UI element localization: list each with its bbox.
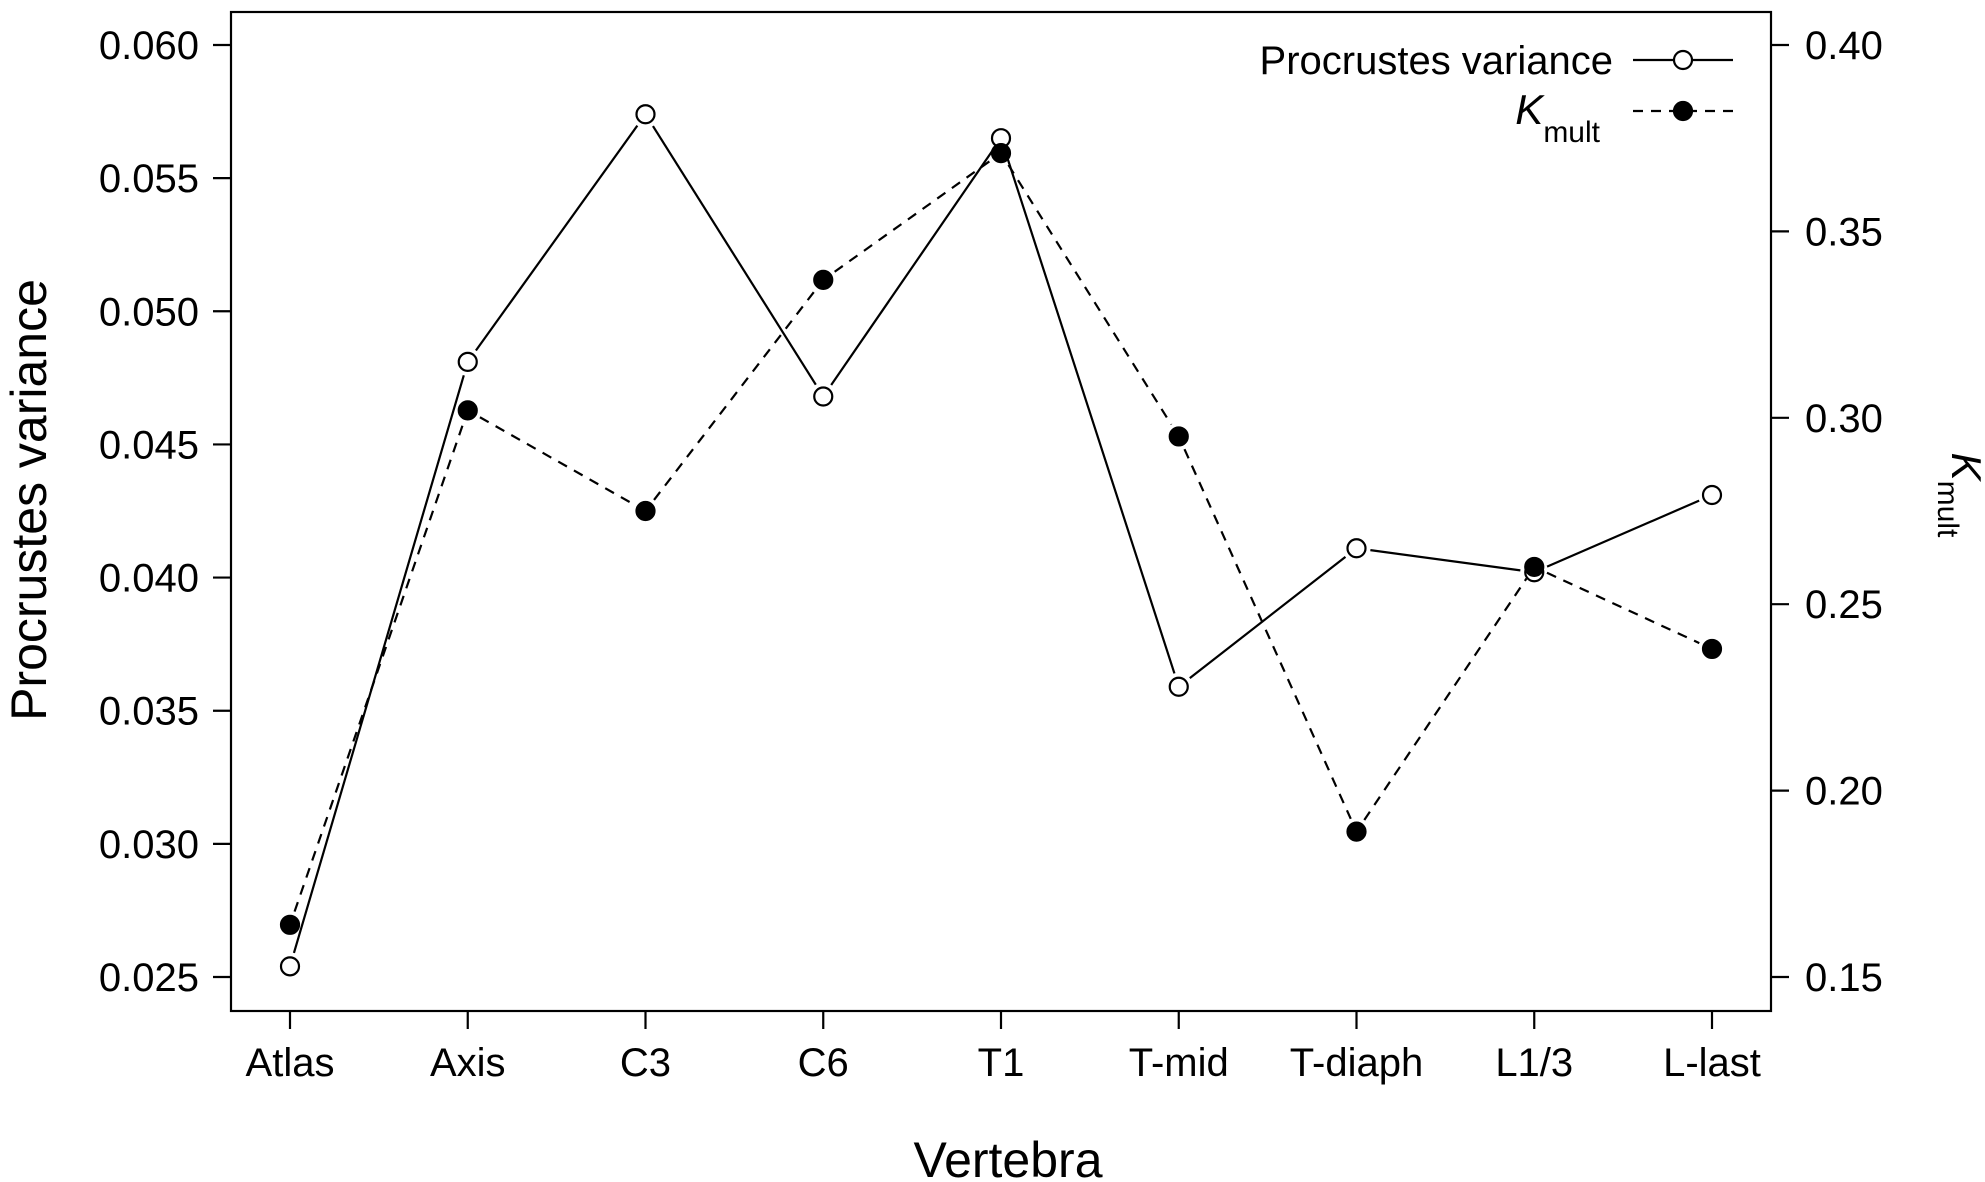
series-segment xyxy=(1363,577,1528,821)
right-y-tick-label: 0.40 xyxy=(1805,24,1883,68)
x-tick-label: C3 xyxy=(620,1041,671,1085)
data-point xyxy=(635,500,656,522)
series-segment xyxy=(1007,164,1173,426)
legend-label-kmult: Kmult xyxy=(1515,86,1600,149)
series-segment xyxy=(1183,448,1352,820)
data-point xyxy=(457,351,478,372)
series-segment xyxy=(1546,499,1700,568)
left-y-tick-label: 0.040 xyxy=(99,557,199,601)
legend: Procrustes variance Kmult xyxy=(1260,39,1733,149)
left-y-tick-label: 0.045 xyxy=(99,423,199,467)
right-y-axis-title-base: K xyxy=(1943,453,1985,483)
series-segment xyxy=(830,149,994,386)
series-segment xyxy=(1004,151,1176,674)
x-axis: Atlas Axis C3 C6 T1 T-mid T-diaph L1/3 L-last xyxy=(246,1011,1761,1085)
x-tick-label: T-diaph xyxy=(1290,1041,1423,1085)
data-point xyxy=(1701,638,1723,660)
legend-label-kmult-sub: mult xyxy=(1543,116,1600,149)
x-tick-label: C6 xyxy=(798,1041,849,1085)
left-y-axis-title: Procrustes variance xyxy=(1,279,57,721)
legend-marker-procrustes xyxy=(1672,49,1694,71)
series-layer xyxy=(279,104,1723,977)
data-point xyxy=(279,914,301,935)
right-y-axis: 0.15 0.20 0.25 0.30 0.35 0.40 xyxy=(1771,24,1883,1000)
x-tick-label: T-mid xyxy=(1129,1041,1229,1085)
data-point xyxy=(1346,821,1367,842)
left-y-tick-label: 0.055 xyxy=(99,157,199,201)
left-y-tick-label: 0.030 xyxy=(99,823,199,867)
series-segment xyxy=(653,290,816,501)
legend-label-procrustes: Procrustes variance xyxy=(1260,39,1613,83)
series-segment xyxy=(1370,549,1521,572)
data-point xyxy=(279,956,301,977)
x-axis-title: Vertebra xyxy=(913,1132,1102,1182)
series-segment xyxy=(293,423,465,912)
data-point xyxy=(1524,556,1545,578)
right-y-tick-label: 0.25 xyxy=(1805,583,1883,627)
data-point xyxy=(813,269,834,290)
data-point xyxy=(813,386,834,407)
right-y-tick-label: 0.20 xyxy=(1805,770,1883,814)
series-segment xyxy=(479,416,634,506)
right-y-axis-title-sub: mult xyxy=(1931,481,1964,538)
legend-label-kmult-base: K xyxy=(1515,86,1545,133)
legend-marker-kmult xyxy=(1672,100,1694,122)
right-y-axis-title: Kmult xyxy=(1931,453,1985,538)
series-segment xyxy=(1546,571,1700,645)
left-y-tick-label: 0.035 xyxy=(99,690,199,734)
right-y-tick-label: 0.15 xyxy=(1805,956,1883,1000)
right-y-tick-label: 0.30 xyxy=(1805,397,1883,441)
x-tick-label: Atlas xyxy=(246,1041,335,1085)
left-y-axis: 0.025 0.030 0.035 0.040 0.045 0.050 0.055 0.060 xyxy=(99,24,231,1000)
right-y-tick-label: 0.35 xyxy=(1805,210,1883,254)
series-segment xyxy=(652,125,817,386)
x-tick-label: Axis xyxy=(430,1041,506,1085)
x-tick-label: L-last xyxy=(1663,1041,1761,1085)
data-point xyxy=(457,400,478,421)
x-tick-label: L1/3 xyxy=(1495,1041,1573,1085)
left-y-tick-label: 0.025 xyxy=(99,956,199,1000)
series-segment xyxy=(1189,556,1347,680)
data-point xyxy=(1346,538,1367,559)
series-kmult xyxy=(279,143,1723,935)
x-tick-label: T1 xyxy=(978,1041,1025,1085)
left-y-tick-label: 0.050 xyxy=(99,290,199,334)
data-point xyxy=(990,143,1012,164)
data-point xyxy=(1168,426,1189,447)
series-procrustes-variance xyxy=(279,104,1723,977)
data-point xyxy=(635,104,656,125)
series-segment xyxy=(834,160,991,273)
left-y-tick-label: 0.060 xyxy=(99,24,199,68)
series-segment xyxy=(475,124,639,352)
data-point xyxy=(1701,484,1723,506)
series-segment xyxy=(292,375,465,954)
data-point xyxy=(1168,676,1189,697)
